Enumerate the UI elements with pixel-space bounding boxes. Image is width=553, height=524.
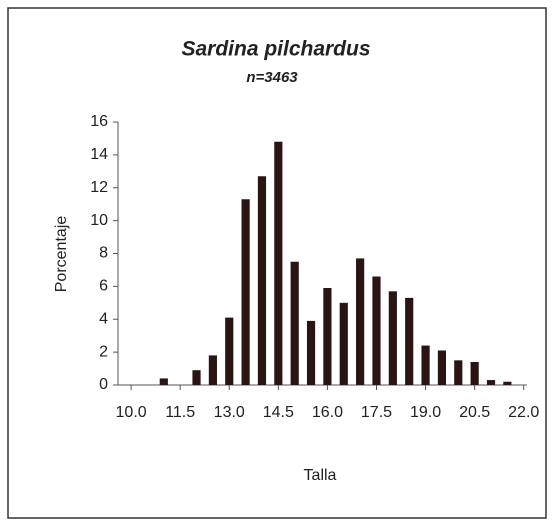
x-tick-label: 22.0 [508,404,539,421]
bar [323,288,332,385]
bar [503,381,512,385]
y-tick-label: 16 [90,113,108,130]
y-axis-label: Porcentaje [53,216,70,293]
bar [437,350,447,385]
bar [306,320,316,385]
y-tick-label: 0 [99,376,108,393]
x-tick-label: 13.0 [214,404,245,421]
x-tick-label: 11.5 [165,404,195,421]
y-tick-label: 10 [90,212,108,229]
bar [421,345,430,385]
bar [388,291,397,385]
x-tick-label: 19.0 [410,404,441,421]
x-tick-label: 16.0 [312,404,343,421]
bar [257,176,267,385]
x-tick-label: 17.5 [361,404,392,421]
bar [225,317,234,385]
bar [339,302,348,385]
y-tick-label: 2 [99,343,108,360]
bar [470,361,479,385]
bar [356,258,365,385]
bar [192,370,201,385]
bar [159,378,168,385]
y-tick-label: 14 [90,146,108,163]
bar [405,297,414,385]
x-axis-label: Talla [304,467,337,484]
bar [454,360,463,385]
chart-subtitle: n=3463 [246,69,298,86]
y-tick-label: 12 [90,179,108,196]
bar [486,380,496,385]
bar [208,355,217,385]
bar [274,141,283,385]
x-tick-label: 14.5 [263,404,294,421]
x-tick-label: 10.0 [116,404,147,421]
bar [290,261,299,385]
y-tick-label: 4 [99,310,108,327]
y-tick-label: 6 [99,278,108,295]
frame [7,7,547,519]
x-tick-label: 20.5 [459,404,490,421]
y-tick-label: 8 [99,245,108,262]
chart-title: Sardina pilchardus [181,38,370,61]
bar [241,199,250,385]
bar [372,276,381,385]
